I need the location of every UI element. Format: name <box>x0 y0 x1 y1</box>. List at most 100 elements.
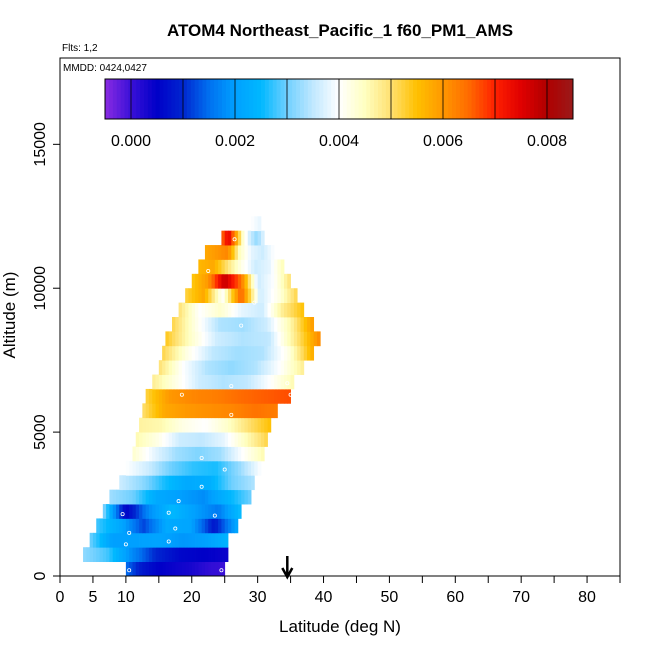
colorbar-segment <box>105 79 110 119</box>
heatmap-cell <box>158 561 163 577</box>
heatmap-cell <box>260 345 265 361</box>
heatmap-cell <box>241 360 245 375</box>
colorbar-segment <box>393 79 398 119</box>
heatmap-cell <box>297 317 301 332</box>
heatmap-cell <box>106 532 110 548</box>
sample-point <box>127 568 132 573</box>
heatmap-cell <box>165 561 170 577</box>
heatmap-cell <box>241 432 245 447</box>
sample-point <box>166 539 171 544</box>
heatmap-cell <box>145 489 150 505</box>
heatmap-cell <box>208 532 212 548</box>
heatmap-cell <box>251 345 255 361</box>
colorbar-segment <box>307 79 313 119</box>
heatmap-cell <box>208 561 212 577</box>
heatmap-cell <box>211 317 216 332</box>
heatmap-cell <box>188 403 193 419</box>
heatmap-cell <box>231 374 235 390</box>
colorbar-segment <box>140 79 145 119</box>
colorbar-segment <box>225 79 231 119</box>
colorbar-segment <box>417 79 422 119</box>
heatmap-cell <box>139 561 143 577</box>
heatmap-cell <box>145 417 150 433</box>
heatmap-cell <box>228 518 232 534</box>
heatmap-cell <box>218 489 222 505</box>
heatmap-cell <box>99 547 104 563</box>
heatmap-cell <box>191 360 196 375</box>
heatmap-cell <box>188 331 193 347</box>
heatmap-cell <box>129 460 133 476</box>
heatmap-cell <box>204 547 209 563</box>
heatmap-cell <box>237 345 242 361</box>
heatmap-cell <box>195 288 199 304</box>
heatmap-cell <box>132 561 137 577</box>
colorbar-segment <box>549 79 554 119</box>
heatmap-cell <box>211 446 216 462</box>
colorbar-segment <box>475 79 480 119</box>
heatmap-cell <box>204 288 209 304</box>
heatmap-cell <box>148 417 153 433</box>
x-axis-label: Latitude (deg N) <box>279 617 401 636</box>
heatmap-cell <box>254 288 259 304</box>
heatmap-cell <box>181 518 186 534</box>
colorbar-segment <box>397 79 402 119</box>
heatmap-cell <box>254 374 259 390</box>
heatmap-cell <box>211 245 216 260</box>
heatmap-cell <box>122 547 127 563</box>
heatmap-cell <box>251 360 255 375</box>
heatmap-cell <box>267 374 272 390</box>
heatmap-cell <box>228 302 232 318</box>
heatmap-cell <box>152 432 156 447</box>
colorbar-segment <box>569 79 574 119</box>
heatmap-cell <box>251 403 255 419</box>
sample-point <box>222 467 227 472</box>
heatmap-cell <box>172 518 176 534</box>
heatmap-cell <box>260 331 265 347</box>
heatmap-cell <box>267 388 272 404</box>
heatmap-cell <box>181 388 186 404</box>
heatmap-cell <box>178 388 183 404</box>
heatmap-cell <box>135 432 140 447</box>
heatmap-cell <box>168 360 173 375</box>
heatmap-cell <box>198 317 203 332</box>
heatmap-cell <box>178 317 183 332</box>
heatmap-cell <box>208 460 212 476</box>
colorbar-segment <box>498 79 504 119</box>
heatmap-cell <box>135 504 140 519</box>
heatmap-cell <box>168 460 173 476</box>
heatmap-cell <box>172 388 176 404</box>
heatmap-cell <box>145 518 150 534</box>
heatmap-cell <box>152 403 156 419</box>
heatmap-cell <box>267 360 272 375</box>
heatmap-cell <box>224 403 229 419</box>
heatmap-cell <box>204 388 209 404</box>
heatmap-cell <box>188 460 193 476</box>
heatmap-cell <box>168 432 173 447</box>
heatmap-cell <box>175 403 179 419</box>
heatmap-cell <box>181 532 186 548</box>
heatmap-cell <box>231 446 235 462</box>
heatmap-cell <box>201 489 206 505</box>
heatmap-cell <box>188 317 193 332</box>
heatmap-cell <box>158 475 163 491</box>
colorbar-segment <box>272 79 278 119</box>
heatmap-cell <box>198 446 203 462</box>
x-tick-label: 5 <box>88 589 97 606</box>
heatmap-cell <box>181 446 186 462</box>
heatmap-cell <box>119 518 123 534</box>
heatmap-cell <box>188 561 193 577</box>
heatmap-cell <box>211 518 216 534</box>
sample-point <box>127 530 132 535</box>
heatmap-cell <box>188 532 193 548</box>
heatmap-cell <box>191 460 196 476</box>
heatmap-cell <box>287 360 291 375</box>
heatmap-cell <box>224 446 229 462</box>
heatmap-cell <box>254 273 259 289</box>
heatmap-cell <box>162 374 166 390</box>
heatmap-cell <box>270 374 275 390</box>
sample-point <box>288 392 293 397</box>
heatmap-cell <box>218 374 222 390</box>
heatmap-cell <box>155 518 160 534</box>
colorbar-segment <box>331 79 336 119</box>
heatmap-cell <box>270 388 275 404</box>
